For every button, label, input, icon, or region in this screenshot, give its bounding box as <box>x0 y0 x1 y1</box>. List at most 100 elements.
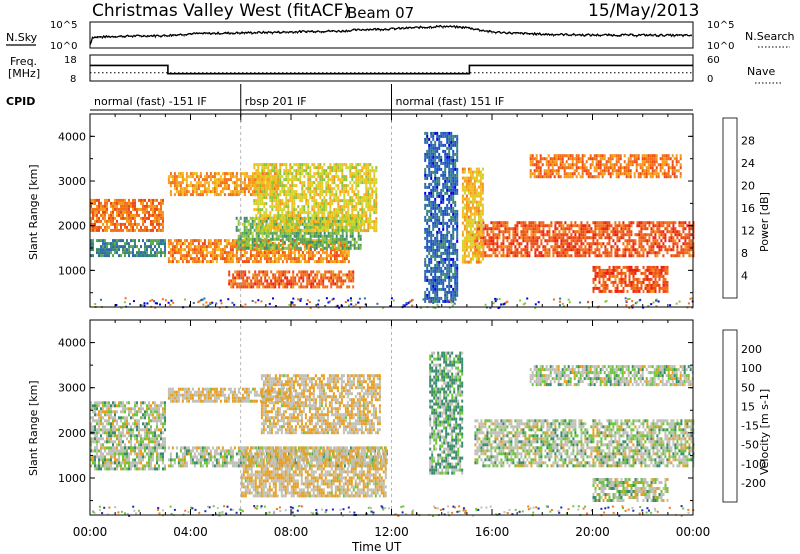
data-cell <box>315 228 318 232</box>
data-cell <box>560 236 563 240</box>
data-cell <box>323 220 326 224</box>
data-cell <box>331 228 334 232</box>
data-cell <box>197 178 200 182</box>
data-cell <box>273 184 276 188</box>
data-cell <box>663 154 666 158</box>
data-cell <box>181 190 184 194</box>
data-cell <box>514 245 517 249</box>
data-cell <box>156 228 158 232</box>
data-cell <box>167 175 170 179</box>
data-cell <box>516 254 519 258</box>
data-cell <box>570 254 573 258</box>
data-cell <box>365 202 368 206</box>
data-cell <box>353 172 356 176</box>
data-cell <box>375 190 378 194</box>
data-cell <box>261 199 264 203</box>
data-cell <box>309 181 312 185</box>
data-cell <box>371 220 374 224</box>
data-cell <box>463 188 466 192</box>
data-cell <box>688 221 691 225</box>
data-cell <box>279 231 282 235</box>
data-cell <box>351 172 354 176</box>
data-cell <box>167 242 170 246</box>
data-cell <box>650 233 653 237</box>
data-cell <box>319 229 322 233</box>
data-cell <box>299 246 302 250</box>
data-cell <box>601 157 604 161</box>
data-cell <box>173 251 176 255</box>
data-cell <box>325 202 328 206</box>
data-cell <box>195 254 198 258</box>
data-cell <box>580 236 583 240</box>
data-cell <box>607 160 610 164</box>
data-cell <box>297 220 300 224</box>
data-cell <box>344 279 347 283</box>
data-cell <box>549 157 552 161</box>
data-cell <box>365 181 368 185</box>
data-cell <box>579 160 582 164</box>
data-cell <box>588 242 591 246</box>
data-cell <box>154 213 156 217</box>
data-cell <box>333 231 336 235</box>
data-cell <box>281 184 284 188</box>
data-cell <box>559 175 562 179</box>
data-cell <box>284 276 287 280</box>
data-cell <box>652 224 655 228</box>
data-cell <box>211 251 214 255</box>
data-cell <box>291 172 294 176</box>
data-cell <box>341 243 344 247</box>
data-cell <box>237 184 240 188</box>
data-cell <box>140 251 142 255</box>
data-cell <box>254 270 257 274</box>
data-cell <box>343 178 346 182</box>
data-cell <box>293 193 296 197</box>
data-cell <box>572 239 575 243</box>
data-cell <box>102 210 104 214</box>
data-cell <box>522 236 525 240</box>
data-cell <box>672 245 675 249</box>
data-cell <box>309 231 312 235</box>
data-cell <box>277 223 280 227</box>
data-cell <box>674 233 677 237</box>
data-cell <box>688 230 691 234</box>
data-cell <box>299 193 302 197</box>
data-cell <box>341 184 344 188</box>
data-cell <box>349 169 352 173</box>
data-cell <box>363 208 366 212</box>
data-cell <box>592 280 595 284</box>
data-cell <box>648 239 651 243</box>
data-cell <box>334 276 337 280</box>
data-cell <box>253 184 256 188</box>
data-cell <box>217 181 220 185</box>
data-cell <box>463 215 466 219</box>
data-cell <box>197 245 200 249</box>
data-cell <box>287 231 290 235</box>
data-cell <box>463 239 466 243</box>
data-cell <box>223 193 226 197</box>
data-cell <box>257 217 260 221</box>
data-cell <box>602 230 605 234</box>
data-cell <box>262 282 265 286</box>
data-cell <box>663 172 666 176</box>
data-cell <box>594 286 597 290</box>
data-cell <box>355 217 358 221</box>
data-cell <box>243 231 246 235</box>
data-cell <box>371 187 374 191</box>
data-cell <box>273 243 276 247</box>
data-cell <box>307 260 310 264</box>
data-cell <box>375 229 378 233</box>
data-cell <box>257 196 260 200</box>
data-cell <box>500 245 503 249</box>
data-cell <box>465 224 468 228</box>
data-cell <box>235 172 238 176</box>
data-cell <box>128 248 130 252</box>
data-cell <box>311 257 314 261</box>
data-cell <box>142 201 144 205</box>
data-cell <box>373 190 376 194</box>
data-cell <box>158 239 160 243</box>
data-cell <box>323 229 326 233</box>
data-cell <box>558 233 561 237</box>
data-cell <box>624 245 627 249</box>
data-cell <box>257 254 260 258</box>
data-cell <box>195 172 198 176</box>
